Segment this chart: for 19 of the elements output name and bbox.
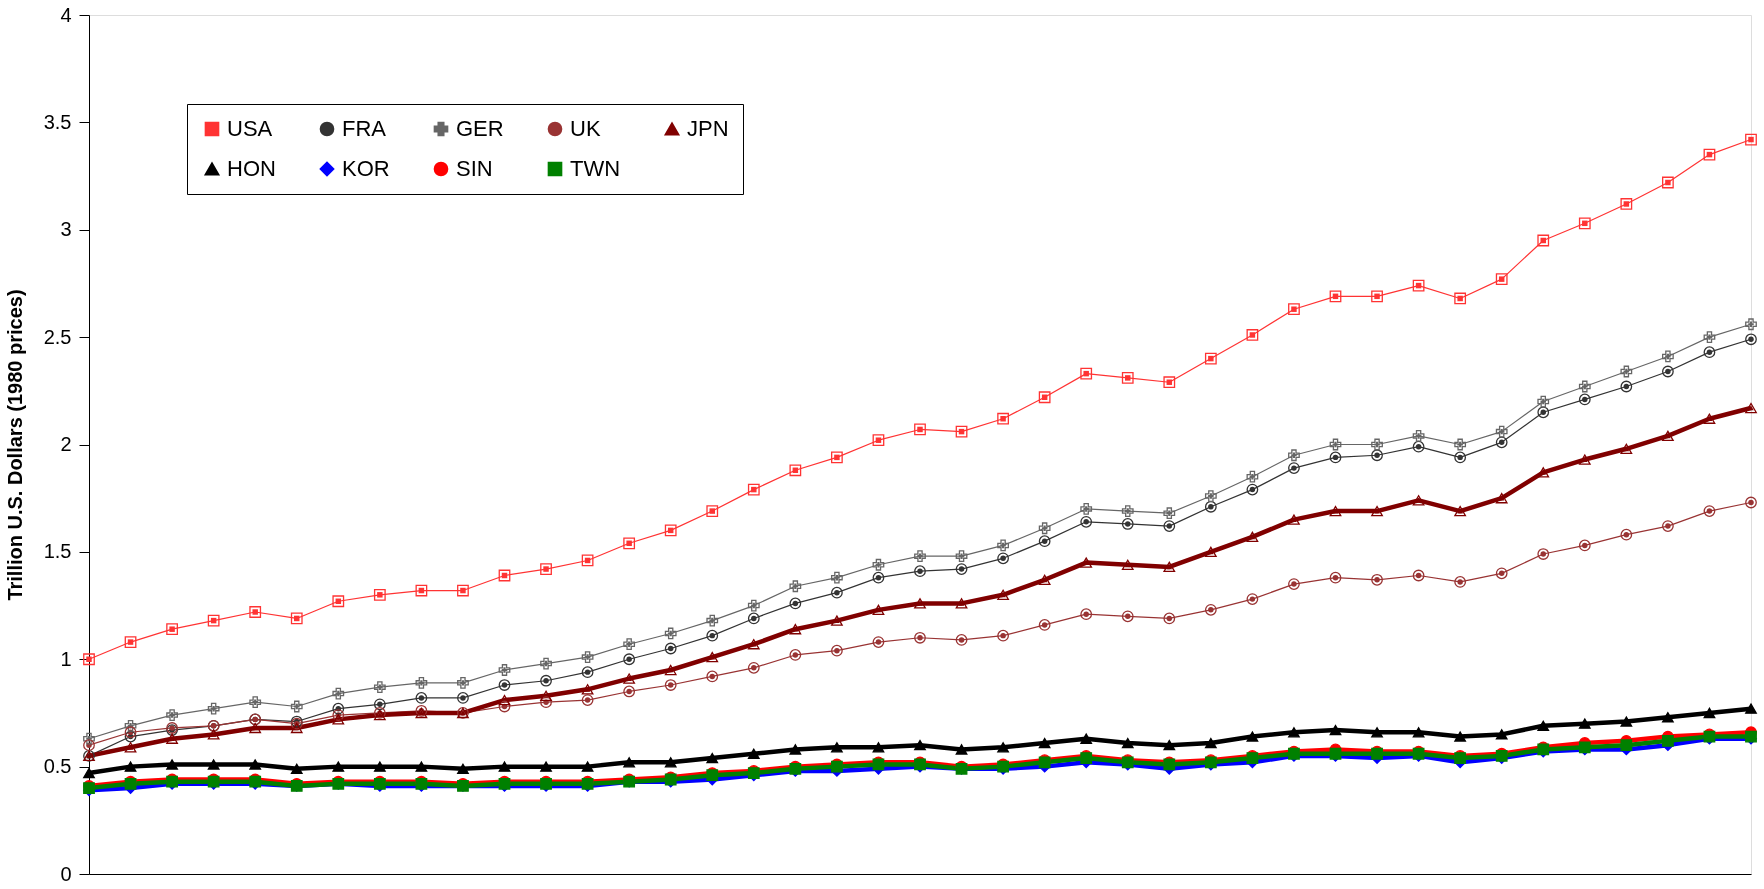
- y-axis-title: Trillion U.S. Dollars (1980 prices): [3, 289, 26, 601]
- legend-label: SIN: [456, 156, 493, 181]
- y-tick-label: 3.5: [43, 110, 72, 133]
- legend-label: UK: [570, 116, 601, 141]
- y-tick-label: 3: [60, 218, 72, 241]
- y-tick-label: 2: [60, 433, 72, 455]
- legend-label: FRA: [342, 116, 387, 141]
- legend-label: USA: [227, 116, 273, 141]
- y-tick-label: 1.5: [43, 540, 72, 563]
- y-tick-label: 0: [60, 862, 72, 885]
- legend-label: HON: [227, 156, 276, 181]
- y-tick-label: 4: [60, 3, 72, 26]
- y-tick-label: 0.5: [43, 755, 72, 778]
- legend-label: GER: [456, 116, 504, 141]
- y-tick-label: 2.5: [43, 325, 72, 348]
- legend-label: TWN: [570, 156, 621, 181]
- y-tick-label: 1: [60, 647, 72, 670]
- legend-label: JPN: [687, 116, 729, 141]
- legend-label: KOR: [342, 156, 390, 181]
